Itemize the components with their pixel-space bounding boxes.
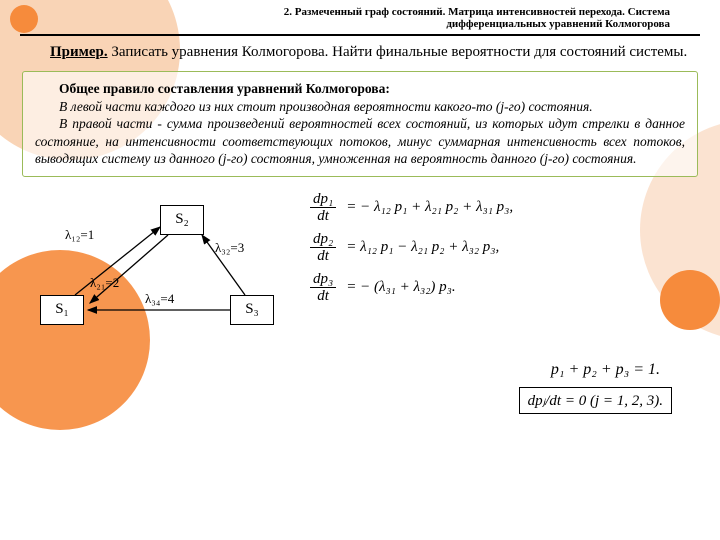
- edge-label: λ₃₄=4: [145, 291, 174, 307]
- edge-label: λ₁₂=1: [65, 227, 94, 243]
- graph-node: S₁: [40, 295, 84, 325]
- edge-label: λ₂₁=2: [90, 275, 119, 291]
- example-label: Пример.: [50, 44, 108, 60]
- equation-row: dp₃dt= − (λ₃₁ + λ₃₂) p₃.: [310, 271, 700, 305]
- state-graph: S₁ S₂ S₃ λ₁₂=1 λ₂₁=2 λ₃₂=3 λ₃₄=4: [20, 195, 300, 355]
- rule-p2: В правой части - сумма произведений веро…: [35, 116, 685, 166]
- stationary-condition: dpⱼ/dt = 0 (j = 1, 2, 3).: [519, 387, 672, 414]
- equation-row: dp₂dt= λ₁₂ p₁ − λ₂₁ p₂ + λ₃₂ p₃,: [310, 231, 700, 265]
- normalization-equation: p₁ + p₂ + p₃ = 1.: [0, 361, 720, 379]
- kolmogorov-equations: dp₁dt= − λ₁₂ p₁ + λ₂₁ p₂ + λ₃₁ p₃, dp₂dt=…: [300, 185, 700, 355]
- rule-title: Общее правило составления уравнений Колм…: [35, 80, 685, 98]
- rule-p1: В левой части каждого из них стоит произ…: [59, 99, 593, 114]
- graph-node: S₂: [160, 205, 204, 235]
- rule-box: Общее правило составления уравнений Колм…: [22, 71, 698, 177]
- header-text-2: дифференциальных уравнений Колмогорова: [446, 18, 670, 30]
- header-text-1: 2. Размеченный граф состояний. Матрица и…: [284, 6, 670, 18]
- section-header: 2. Размеченный граф состояний. Матрица и…: [20, 0, 700, 36]
- edge-label: λ₃₂=3: [215, 240, 244, 256]
- example-paragraph: Пример. Записать уравнения Колмогорова. …: [0, 36, 720, 67]
- example-text: Записать уравнения Колмогорова. Найти фи…: [108, 44, 688, 60]
- equation-row: dp₁dt= − λ₁₂ p₁ + λ₂₁ p₂ + λ₃₁ p₃,: [310, 191, 700, 225]
- graph-node: S₃: [230, 295, 274, 325]
